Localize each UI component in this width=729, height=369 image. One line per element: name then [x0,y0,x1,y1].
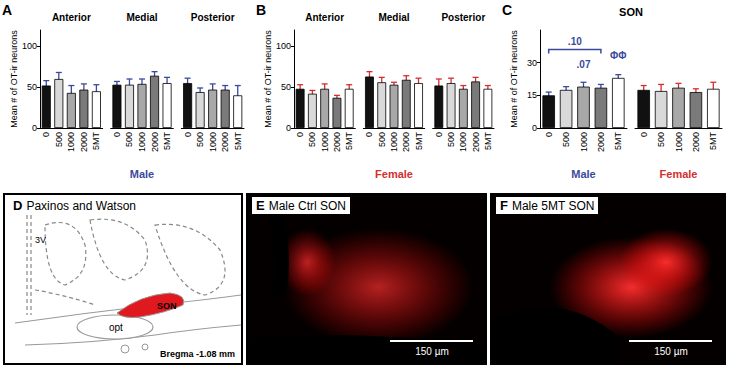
svg-text:ΦΦ: ΦΦ [610,50,626,61]
svg-text:100: 100 [276,41,291,51]
svg-text:0: 0 [183,132,193,137]
svg-text:Medial: Medial [378,12,409,23]
svg-text:Anterior: Anterior [305,12,344,23]
svg-text:5MT: 5MT [613,131,623,150]
svg-text:50: 50 [27,82,37,92]
svg-text:Mean # of OT-ir neurons: Mean # of OT-ir neurons [509,30,519,128]
svg-text:SON: SON [619,6,643,18]
svg-text:150 µm: 150 µm [415,346,449,357]
svg-text:.10: .10 [568,36,582,47]
svg-text:Posterior: Posterior [441,12,485,23]
svg-text:Posterior: Posterior [191,12,235,23]
svg-text:500: 500 [195,132,205,147]
svg-text:1000: 1000 [389,132,399,152]
svg-text:0: 0 [434,132,444,137]
svg-text:5MT: 5MT [483,131,493,150]
svg-text:500: 500 [307,132,317,147]
svg-text:2000: 2000 [471,132,481,152]
svg-text:0: 0 [639,132,649,137]
svg-text:150 µm: 150 µm [654,346,688,357]
svg-text:2000: 2000 [596,132,606,152]
svg-text:1000: 1000 [208,132,218,152]
svg-text:500: 500 [561,132,571,147]
html-text:D Paxinos and Watson: D Paxinos and Watson [13,198,136,213]
svg-text:1000: 1000 [137,132,147,152]
svg-text:2000: 2000 [150,132,160,152]
svg-text:1000: 1000 [674,132,684,152]
svg-text:500: 500 [377,132,387,147]
svg-text:Female: Female [660,168,698,180]
svg-text:Anterior: Anterior [52,12,91,23]
svg-text:5MT: 5MT [233,131,243,150]
svg-text:Female: Female [375,168,413,180]
svg-text:B: B [256,2,266,18]
svg-text:0: 0 [41,132,51,137]
svg-text:3V: 3V [35,235,46,245]
svg-text:50: 50 [281,82,291,92]
svg-text:opt: opt [109,322,123,333]
svg-text:2000: 2000 [401,132,411,152]
svg-text:C: C [502,2,512,18]
svg-text:.07: .07 [577,59,591,70]
svg-text:0: 0 [364,132,374,137]
svg-text:500: 500 [124,132,134,147]
svg-text:0: 0 [112,132,122,137]
svg-text:0: 0 [532,123,537,133]
svg-text:1000: 1000 [458,132,468,152]
svg-text:2000: 2000 [691,132,701,152]
svg-text:5MT: 5MT [91,131,101,150]
svg-text:Male: Male [571,168,595,180]
svg-text:0: 0 [295,132,305,137]
svg-text:500: 500 [54,132,64,147]
svg-text:500: 500 [446,132,456,147]
svg-text:0: 0 [544,132,554,137]
svg-text:5MT: 5MT [708,131,718,150]
svg-text:1000: 1000 [579,132,589,152]
svg-text:100: 100 [22,41,37,51]
svg-text:Male: Male [130,168,154,180]
svg-text:5MT: 5MT [344,131,354,150]
svg-text:1000: 1000 [320,132,330,152]
svg-text:0: 0 [32,123,37,133]
svg-text:2000: 2000 [79,132,89,152]
svg-text:15: 15 [527,90,537,100]
svg-text:1000: 1000 [66,132,76,152]
svg-text:SON: SON [157,301,177,311]
svg-text:500: 500 [656,132,666,147]
svg-text:Mean # of OT-ir neurons: Mean # of OT-ir neurons [263,30,273,128]
svg-text:A: A [2,2,12,18]
svg-text:0: 0 [286,123,291,133]
svg-text:Mean # of OT-ir neurons: Mean # of OT-ir neurons [9,30,19,128]
svg-text:5MT: 5MT [162,131,172,150]
html-text:F Male 5MT SON: F Male 5MT SON [500,198,595,213]
svg-text:2000: 2000 [220,132,230,152]
html-text:E Male Ctrl SON: E Male Ctrl SON [256,198,346,213]
svg-text:2000: 2000 [332,132,342,152]
svg-text:5MT: 5MT [414,131,424,150]
svg-text:Medial: Medial [126,12,157,23]
svg-text:Bregma -1.08 mm: Bregma -1.08 mm [160,349,235,359]
svg-text:30: 30 [527,58,537,68]
